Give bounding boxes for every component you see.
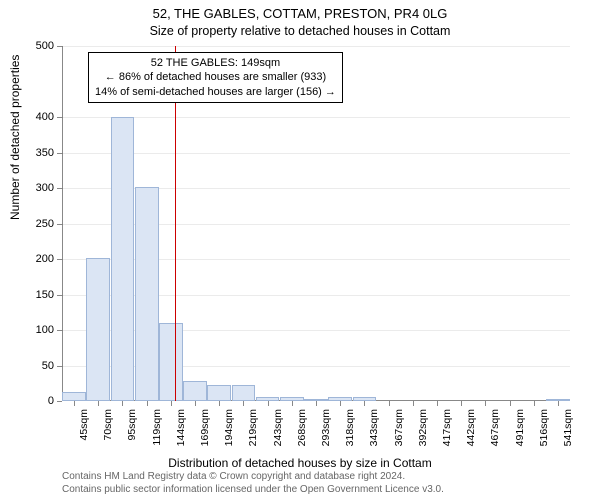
x-tick-mark bbox=[243, 401, 244, 406]
gridline bbox=[62, 117, 570, 118]
y-tick-label: 500 bbox=[14, 40, 54, 52]
x-tick-mark bbox=[195, 401, 196, 406]
y-tick-mark bbox=[57, 366, 62, 367]
x-tick-label: 541sqm bbox=[562, 409, 574, 453]
plot-area: 05010015020025030035040050045sqm70sqm95s… bbox=[62, 46, 570, 401]
footer-line-1: Contains HM Land Registry data © Crown c… bbox=[62, 471, 444, 484]
x-tick-label: 119sqm bbox=[151, 409, 163, 453]
x-tick-label: 417sqm bbox=[441, 409, 453, 453]
histogram-bar bbox=[183, 381, 207, 401]
x-tick-label: 45sqm bbox=[78, 409, 90, 453]
histogram-bar bbox=[135, 187, 159, 401]
histogram-bar bbox=[86, 258, 110, 401]
x-tick-label: 169sqm bbox=[199, 409, 211, 453]
x-tick-label: 367sqm bbox=[393, 409, 405, 453]
y-tick-label: 200 bbox=[14, 253, 54, 265]
chart-container: 52, THE GABLES, COTTAM, PRESTON, PR4 0LG… bbox=[0, 0, 600, 500]
histogram-bar bbox=[111, 117, 135, 401]
x-tick-mark bbox=[171, 401, 172, 406]
x-tick-mark bbox=[413, 401, 414, 406]
x-axis-label: Distribution of detached houses by size … bbox=[0, 456, 600, 470]
y-tick-mark bbox=[57, 153, 62, 154]
chart-title: 52, THE GABLES, COTTAM, PRESTON, PR4 0LG bbox=[0, 0, 600, 22]
y-tick-label: 0 bbox=[14, 395, 54, 407]
x-tick-label: 219sqm bbox=[247, 409, 259, 453]
footer-line-2: Contains public sector information licen… bbox=[62, 484, 444, 497]
annotation-line-1: 52 THE GABLES: 149sqm bbox=[95, 56, 336, 70]
histogram-bar bbox=[232, 385, 256, 401]
y-tick-mark bbox=[57, 295, 62, 296]
annotation-line-3: 14% of semi-detached houses are larger (… bbox=[95, 85, 336, 99]
y-tick-mark bbox=[57, 224, 62, 225]
annotation-line-2: ← 86% of detached houses are smaller (93… bbox=[95, 70, 336, 84]
x-tick-label: 95sqm bbox=[126, 409, 138, 453]
x-tick-label: 293sqm bbox=[320, 409, 332, 453]
x-tick-label: 491sqm bbox=[514, 409, 526, 453]
x-tick-mark bbox=[461, 401, 462, 406]
x-tick-mark bbox=[364, 401, 365, 406]
histogram-bar bbox=[159, 323, 183, 401]
x-tick-mark bbox=[122, 401, 123, 406]
y-tick-label: 250 bbox=[14, 218, 54, 230]
x-tick-mark bbox=[147, 401, 148, 406]
x-tick-mark bbox=[74, 401, 75, 406]
x-tick-mark bbox=[558, 401, 559, 406]
x-tick-mark bbox=[437, 401, 438, 406]
y-tick-mark bbox=[57, 117, 62, 118]
y-tick-mark bbox=[57, 330, 62, 331]
y-tick-label: 300 bbox=[14, 182, 54, 194]
x-tick-label: 516sqm bbox=[538, 409, 550, 453]
x-tick-label: 70sqm bbox=[102, 409, 114, 453]
x-tick-mark bbox=[219, 401, 220, 406]
x-tick-label: 243sqm bbox=[272, 409, 284, 453]
y-tick-label: 50 bbox=[14, 360, 54, 372]
x-tick-label: 392sqm bbox=[417, 409, 429, 453]
y-tick-mark bbox=[57, 401, 62, 402]
x-tick-label: 442sqm bbox=[465, 409, 477, 453]
gridline bbox=[62, 46, 570, 47]
y-tick-mark bbox=[57, 188, 62, 189]
x-tick-mark bbox=[340, 401, 341, 406]
x-tick-mark bbox=[292, 401, 293, 406]
x-tick-label: 268sqm bbox=[296, 409, 308, 453]
y-tick-mark bbox=[57, 259, 62, 260]
x-tick-mark bbox=[485, 401, 486, 406]
x-tick-label: 144sqm bbox=[175, 409, 187, 453]
x-tick-label: 467sqm bbox=[489, 409, 501, 453]
x-tick-label: 194sqm bbox=[223, 409, 235, 453]
y-tick-label: 100 bbox=[14, 324, 54, 336]
chart-subtitle: Size of property relative to detached ho… bbox=[0, 22, 600, 38]
x-tick-mark bbox=[316, 401, 317, 406]
y-tick-label: 150 bbox=[14, 289, 54, 301]
x-tick-mark bbox=[534, 401, 535, 406]
x-tick-mark bbox=[510, 401, 511, 406]
y-tick-mark bbox=[57, 46, 62, 47]
gridline bbox=[62, 153, 570, 154]
y-tick-label: 400 bbox=[14, 111, 54, 123]
histogram-bar bbox=[62, 392, 86, 401]
x-tick-mark bbox=[98, 401, 99, 406]
x-tick-mark bbox=[389, 401, 390, 406]
y-tick-label: 350 bbox=[14, 147, 54, 159]
footer-credits: Contains HM Land Registry data © Crown c… bbox=[62, 471, 444, 496]
histogram-bar bbox=[207, 385, 231, 401]
x-tick-label: 318sqm bbox=[344, 409, 356, 453]
x-tick-label: 343sqm bbox=[368, 409, 380, 453]
x-tick-mark bbox=[268, 401, 269, 406]
annotation-box: 52 THE GABLES: 149sqm← 86% of detached h… bbox=[88, 52, 343, 103]
y-axis-label: Number of detached properties bbox=[8, 55, 22, 220]
